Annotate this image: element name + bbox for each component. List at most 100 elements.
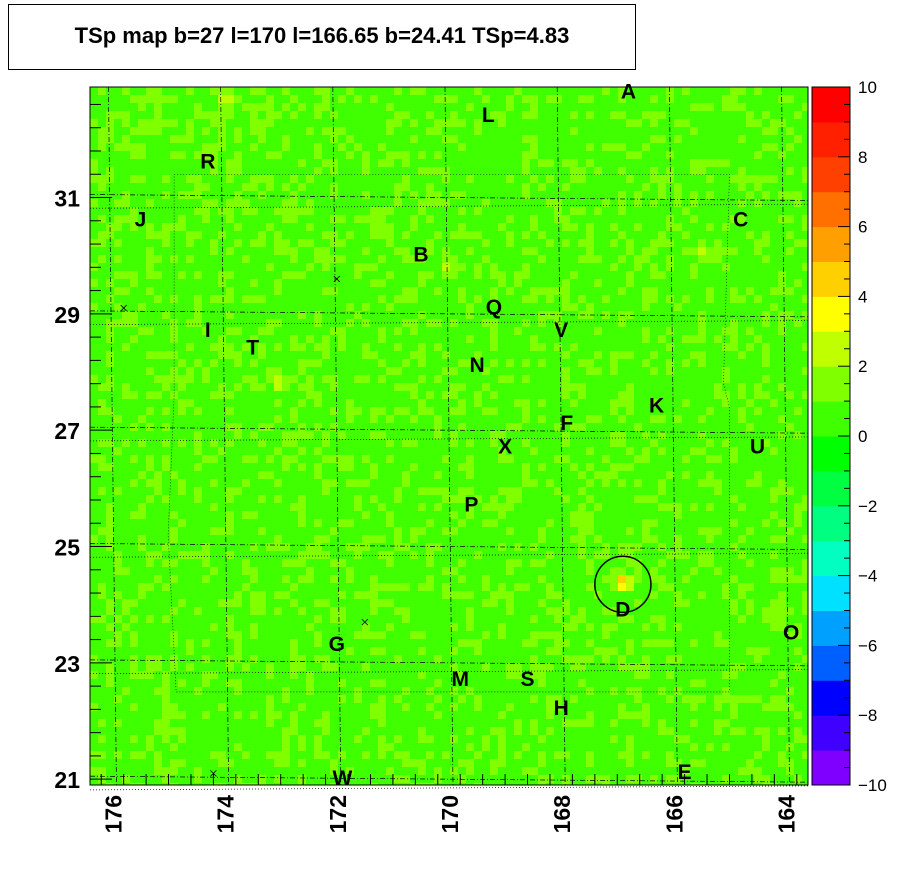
heatmap-cell xyxy=(642,415,650,423)
heatmap-cell xyxy=(330,439,338,447)
heatmap-cell xyxy=(754,303,762,311)
heatmap-cell xyxy=(98,415,106,423)
heatmap-cell xyxy=(418,247,426,255)
heatmap-cell xyxy=(362,383,370,391)
heatmap-cell xyxy=(306,351,314,359)
heatmap-cell xyxy=(258,383,266,391)
heatmap-cell xyxy=(706,391,714,399)
heatmap-cell xyxy=(634,495,642,503)
heatmap-cell xyxy=(738,343,746,351)
heatmap-cell xyxy=(722,279,730,287)
heatmap-cell xyxy=(770,511,778,519)
heatmap-cell xyxy=(210,159,218,167)
heatmap-cell xyxy=(698,143,706,151)
heatmap-cell xyxy=(194,199,202,207)
heatmap-cell xyxy=(498,159,506,167)
heatmap-cell xyxy=(290,191,298,199)
heatmap-cell xyxy=(114,127,122,135)
heatmap-cell xyxy=(458,303,466,311)
heatmap-cell xyxy=(290,447,298,455)
heatmap-cell xyxy=(562,391,570,399)
heatmap-cell xyxy=(618,495,626,503)
heatmap-cell xyxy=(706,471,714,479)
heatmap-cell xyxy=(618,487,626,495)
heatmap-cell xyxy=(450,207,458,215)
heatmap-cell xyxy=(482,431,490,439)
heatmap-cell xyxy=(538,135,546,143)
heatmap-cell xyxy=(154,375,162,383)
heatmap-cell xyxy=(522,399,530,407)
heatmap-cell xyxy=(266,335,274,343)
heatmap-cell xyxy=(514,495,522,503)
heatmap-cell xyxy=(562,127,570,135)
heatmap-cell xyxy=(490,127,498,135)
heatmap-cell xyxy=(274,271,282,279)
heatmap-cell xyxy=(162,495,170,503)
heatmap-cell xyxy=(618,215,626,223)
heatmap-cell xyxy=(226,487,234,495)
heatmap-cell xyxy=(162,447,170,455)
heatmap-cell xyxy=(402,391,410,399)
heatmap-cell xyxy=(690,431,698,439)
heatmap-cell xyxy=(314,167,322,175)
heatmap-cell xyxy=(578,503,586,511)
heatmap-cell xyxy=(706,103,714,111)
heatmap-cell xyxy=(746,263,754,271)
heatmap-cell xyxy=(538,455,546,463)
heatmap-cell xyxy=(194,471,202,479)
heatmap-cell xyxy=(442,231,450,239)
heatmap-cell xyxy=(394,327,402,335)
heatmap-cell xyxy=(794,511,802,519)
heatmap-cell xyxy=(346,471,354,479)
heatmap-cell xyxy=(330,151,338,159)
heatmap-cell xyxy=(442,463,450,471)
heatmap-cell xyxy=(386,431,394,439)
heatmap-cell xyxy=(378,175,386,183)
heatmap-cell xyxy=(338,487,346,495)
heatmap-cell xyxy=(266,295,274,303)
heatmap-cell xyxy=(666,263,674,271)
heatmap-cell xyxy=(738,327,746,335)
heatmap-cell xyxy=(194,175,202,183)
heatmap-cell xyxy=(138,175,146,183)
heatmap-cell xyxy=(162,295,170,303)
heatmap-cell xyxy=(434,167,442,175)
heatmap-cell xyxy=(466,359,474,367)
heatmap-cell xyxy=(450,391,458,399)
heatmap-cell xyxy=(482,263,490,271)
heatmap-cell xyxy=(562,119,570,127)
heatmap-cell xyxy=(346,295,354,303)
heatmap-cell xyxy=(226,479,234,487)
heatmap-cell xyxy=(218,375,226,383)
heatmap-cell xyxy=(98,343,106,351)
heatmap-cell xyxy=(170,207,178,215)
heatmap-cell xyxy=(426,223,434,231)
heatmap-cell xyxy=(674,383,682,391)
heatmap-cell xyxy=(754,127,762,135)
heatmap-cell xyxy=(130,319,138,327)
heatmap-cell xyxy=(290,367,298,375)
heatmap-cell xyxy=(346,263,354,271)
heatmap-cell xyxy=(242,295,250,303)
heatmap-cell xyxy=(738,407,746,415)
heatmap-cell xyxy=(362,495,370,503)
heatmap-cell xyxy=(274,223,282,231)
heatmap-cell xyxy=(426,103,434,111)
heatmap-cell xyxy=(530,335,538,343)
heatmap-cell xyxy=(466,415,474,423)
heatmap-cell xyxy=(554,159,562,167)
heatmap-cell xyxy=(554,311,562,319)
heatmap-cell xyxy=(194,247,202,255)
heatmap-cell xyxy=(578,479,586,487)
heatmap-cell xyxy=(506,231,514,239)
heatmap-cell xyxy=(354,263,362,271)
heatmap-cell xyxy=(442,119,450,127)
heatmap-cell xyxy=(362,87,370,95)
heatmap-cell xyxy=(714,279,722,287)
heatmap-cell xyxy=(378,423,386,431)
heatmap-cell xyxy=(378,255,386,263)
heatmap-cell xyxy=(562,487,570,495)
heatmap-cell xyxy=(586,431,594,439)
heatmap-cell xyxy=(458,95,466,103)
heatmap-cell xyxy=(762,191,770,199)
